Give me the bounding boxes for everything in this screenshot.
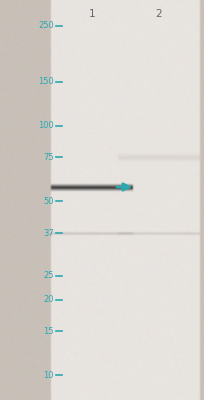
Text: 2: 2 [155,9,162,19]
Text: 150: 150 [38,78,54,86]
Text: 250: 250 [38,22,54,30]
Text: 10: 10 [43,370,54,380]
Text: 100: 100 [38,122,54,130]
Text: 25: 25 [43,272,54,280]
Text: 20: 20 [43,296,54,304]
Text: 1: 1 [88,9,95,19]
Text: 50: 50 [43,196,54,206]
Text: 75: 75 [43,152,54,162]
Text: 15: 15 [43,326,54,336]
Text: 37: 37 [43,228,54,238]
